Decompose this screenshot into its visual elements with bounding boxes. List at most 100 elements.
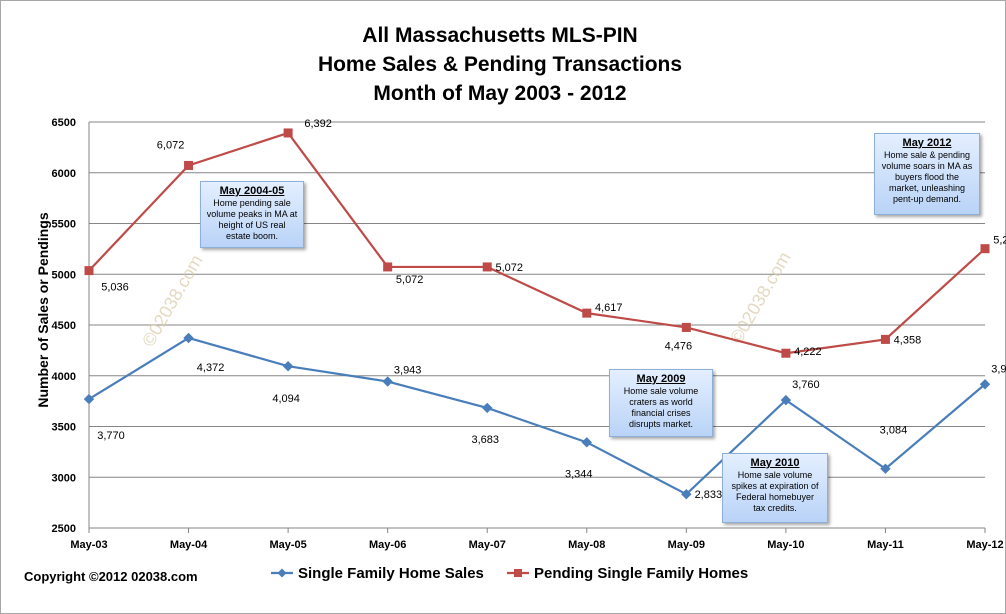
data-label: 6,392 [304, 118, 332, 130]
data-label: 6,072 [157, 139, 185, 151]
legend-swatch-marker [277, 568, 287, 578]
series-line-home-sales [88, 336, 986, 496]
annotation-may-2004-05: May 2004-05 Home pending sale volume pea… [200, 181, 304, 248]
x-tick-label: May-06 [369, 539, 406, 551]
chart-title-line-1: All Massachusetts MLS-PIN [362, 24, 637, 47]
data-point-marker [681, 322, 691, 332]
annotation-line: craters as world [629, 397, 693, 407]
x-tick-label: May-09 [668, 539, 705, 551]
grid-layer: 2500 3000 3500 4000 4500 5000 5500 6000 6500 May-… [52, 117, 1004, 551]
x-tick-label: May-07 [469, 539, 506, 551]
data-point-marker [482, 402, 493, 414]
data-label: 3,770 [97, 430, 125, 442]
chart-title-line-2: Home Sales & Pending Transactions [318, 53, 682, 76]
annotation-line: Home sale & pending [883, 150, 971, 160]
annotation-line: volume soars in MA as [881, 161, 973, 171]
x-tick-label: May-08 [568, 539, 605, 551]
annotation-may-2012: May 2012 Home sale & pending volume soar… [874, 133, 980, 215]
data-label: 5,072 [495, 262, 523, 274]
data-label: 3,760 [792, 379, 820, 391]
data-point-marker [184, 160, 194, 170]
data-point-marker [581, 437, 592, 448]
x-tick-label: May-03 [70, 539, 107, 551]
annotation-heading: May 2012 [902, 137, 952, 149]
data-point-marker [83, 393, 95, 405]
legend-label: Pending Single Family Homes [534, 565, 748, 582]
data-label: 3,683 [471, 434, 499, 446]
legend-swatch-marker [514, 569, 522, 577]
data-point-marker [382, 376, 393, 387]
data-label: 3,916 [991, 363, 1006, 375]
annotation-line: Home sale volume [737, 470, 813, 480]
annotation-line: pent-up demand. [892, 194, 962, 204]
data-label: 5,036 [101, 282, 129, 294]
annotation-heading: May 2010 [750, 457, 800, 469]
y-tick-label: 4000 [52, 371, 76, 383]
legend: Single Family Home Sales Pending Single F… [271, 565, 748, 582]
data-point-marker [383, 262, 393, 272]
data-point-marker [780, 394, 792, 406]
annotation-heading: May 2004-05 [219, 185, 285, 197]
data-point-marker [84, 266, 94, 276]
annotation-may-2010: May 2010 Home sale volume spikes at expi… [722, 453, 828, 523]
y-tick-label: 4500 [52, 320, 76, 332]
data-label: 4,358 [894, 334, 922, 346]
data-label-layer: 3,770 4,372 4,094 3,943 3,683 3,344 2,833 3,760… [97, 118, 1006, 501]
data-point-marker [283, 128, 293, 138]
annotation-line: estate boom. [225, 231, 279, 241]
data-label: 4,476 [665, 340, 693, 352]
annotation-line: financial crises [631, 408, 691, 418]
data-point-marker [183, 332, 194, 344]
chart-title-line-3: Month of May 2003 - 2012 [373, 82, 626, 105]
data-point-marker [282, 361, 294, 372]
y-tick-label: 3000 [52, 472, 76, 484]
annotation-line: disrupts market. [628, 419, 694, 429]
annotation-line: buyers flood the [894, 172, 960, 182]
y-tick-label: 6500 [52, 117, 76, 129]
data-label: 4,222 [794, 346, 822, 358]
y-tick-label: 6000 [52, 168, 76, 180]
x-tick-label: May-10 [767, 539, 804, 551]
data-label: 3,943 [394, 365, 422, 377]
legend-label: Single Family Home Sales [298, 565, 484, 582]
copyright-text: Copyright ©2012 02038.com [24, 569, 198, 584]
annotation-line: height of US real [218, 220, 286, 230]
data-point-marker [880, 463, 891, 474]
series-line-pending [88, 131, 986, 355]
data-label: 3,344 [565, 468, 593, 480]
data-label: 4,094 [272, 393, 300, 405]
annotation-line: volume peaks in MA at [206, 209, 298, 219]
series-layer [83, 128, 991, 500]
data-point-marker [980, 244, 990, 254]
data-point-marker [482, 262, 492, 272]
data-label: 4,617 [595, 302, 623, 314]
annotation-line: Home sale volume [623, 386, 699, 396]
data-label: 2,833 [695, 489, 723, 501]
y-axis-label: Number of Sales or Pendings [35, 212, 51, 407]
data-label: 3,084 [880, 425, 908, 437]
annotation-heading: May 2009 [636, 373, 686, 385]
data-label: 5,072 [396, 274, 424, 286]
annotation-may-2009: May 2009 Home sale volume craters as wor… [609, 369, 713, 437]
data-label: 4,372 [197, 362, 225, 374]
data-point-marker [880, 334, 890, 344]
x-tick-label: May-12 [966, 539, 1003, 551]
annotation-line: spikes at expiration of [731, 481, 819, 491]
annotation-line: tax credits. [753, 503, 797, 513]
x-tick-label: May-11 [867, 539, 904, 551]
data-point-marker [979, 379, 991, 390]
data-point-marker [781, 348, 791, 358]
y-tick-label: 5000 [52, 269, 76, 281]
data-label: 5,252 [993, 235, 1006, 247]
y-tick-label: 5500 [52, 219, 76, 231]
data-point-marker [582, 308, 592, 318]
y-tick-label: 2500 [52, 523, 76, 535]
annotation-line: Home pending sale [213, 198, 291, 208]
x-tick-label: May-05 [269, 539, 306, 551]
annotation-line: market, unleashing [888, 183, 966, 193]
y-tick-label: 3500 [52, 422, 76, 434]
annotation-line: Federal homebuyer [735, 492, 815, 502]
